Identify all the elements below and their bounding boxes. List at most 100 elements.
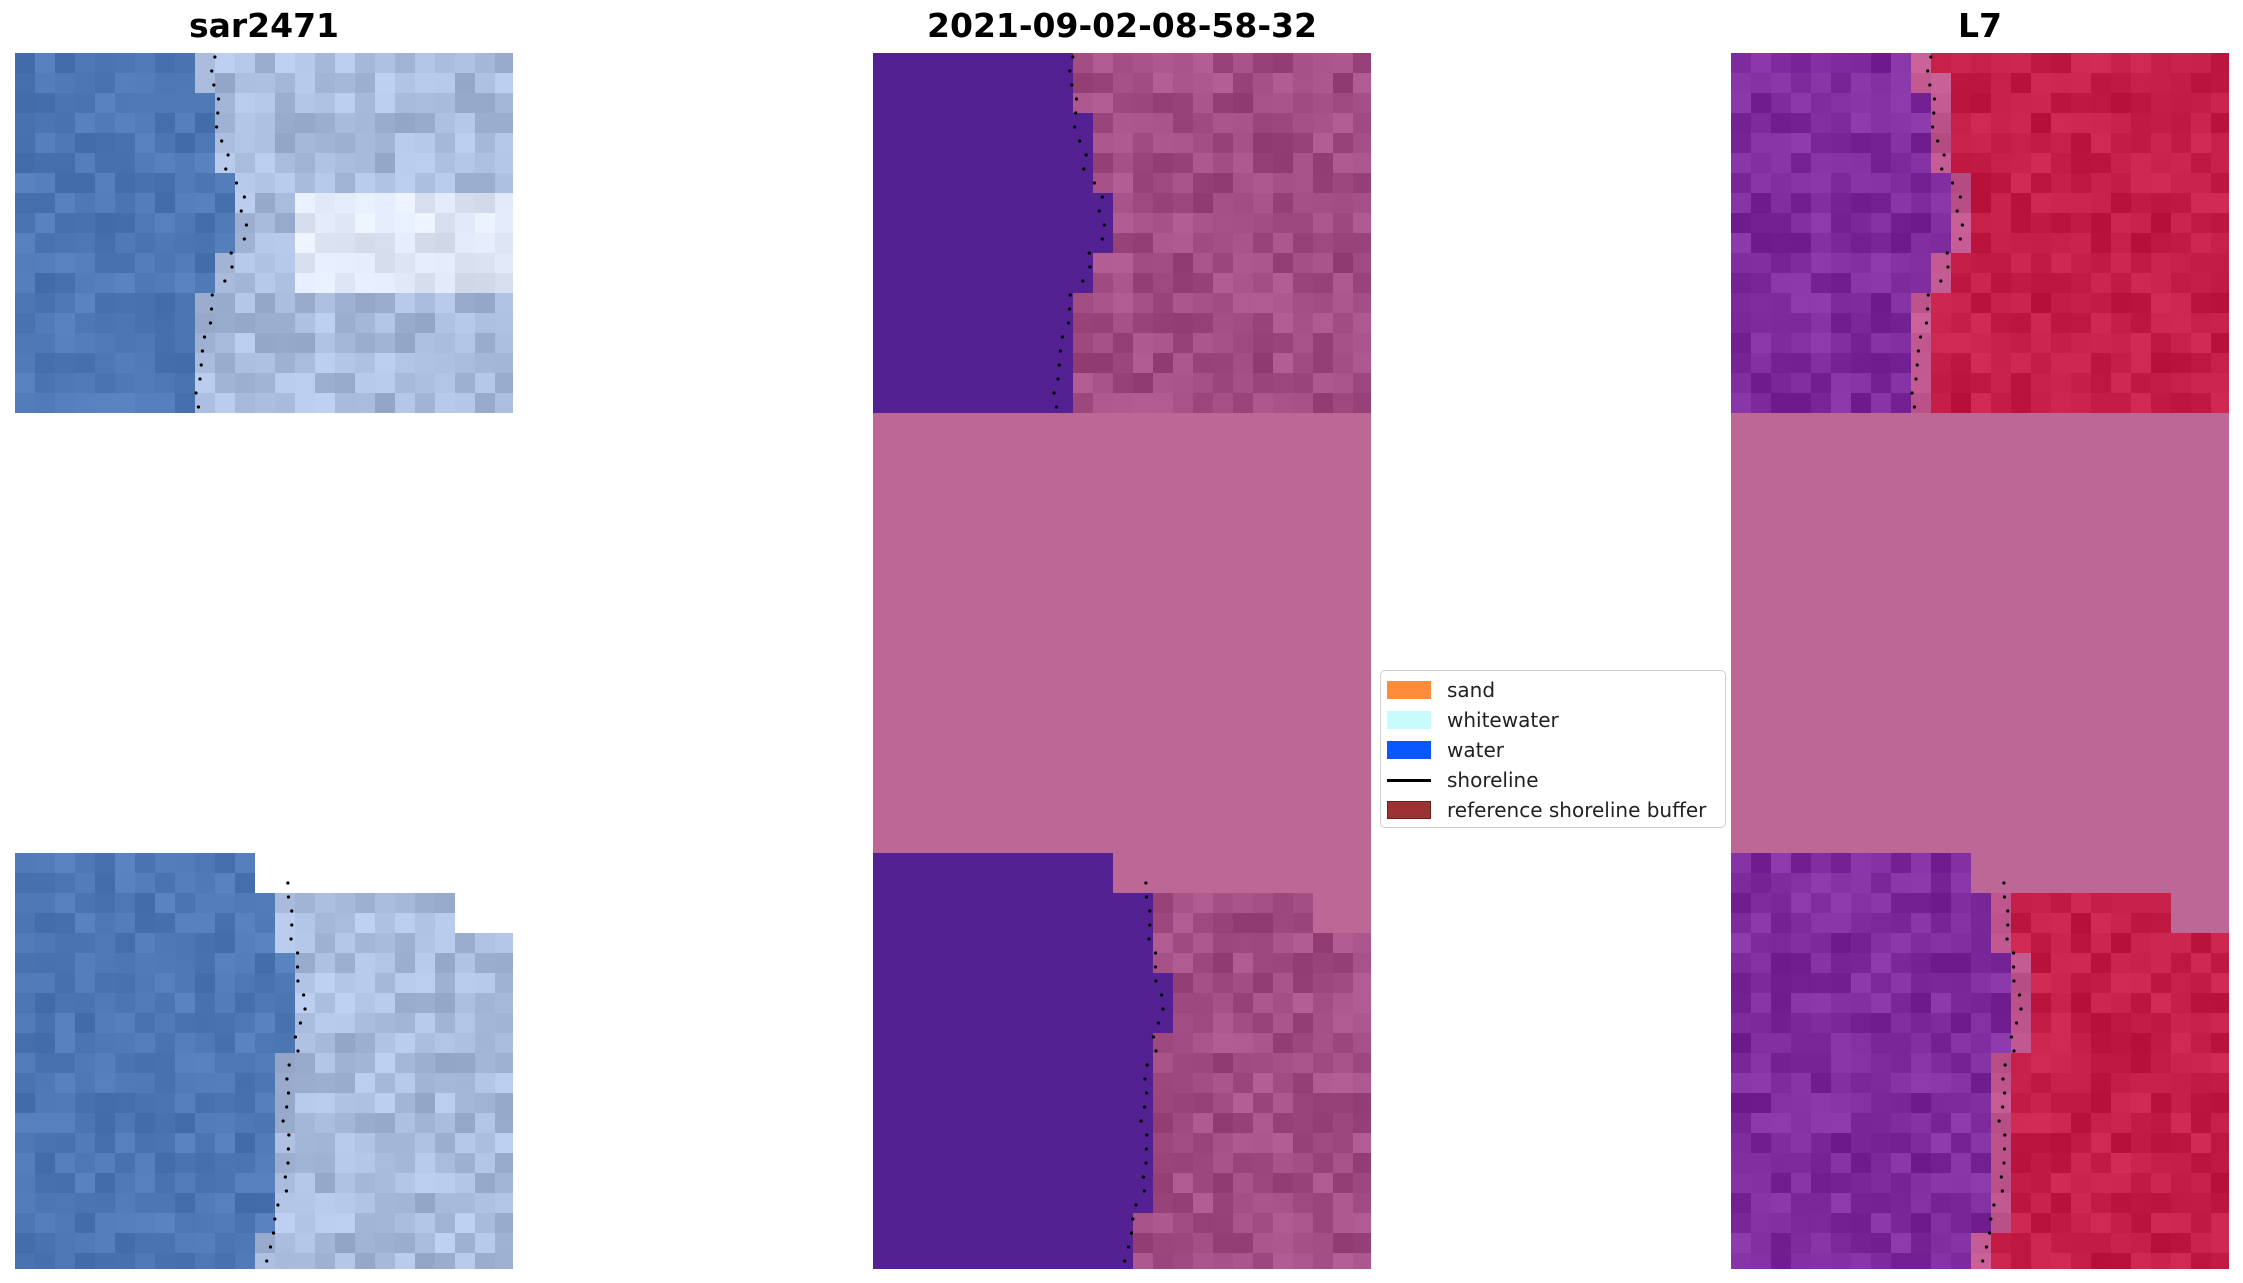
classified-pixel bbox=[933, 193, 953, 213]
classified-pixel bbox=[993, 353, 1013, 373]
index-pixel bbox=[1971, 973, 1991, 993]
image-pixel bbox=[195, 133, 215, 153]
shoreline-dot bbox=[2012, 1049, 2016, 1053]
index-pixel bbox=[1951, 353, 1971, 373]
shoreline-dot bbox=[1144, 1091, 1149, 1095]
image-pixel bbox=[235, 973, 255, 993]
index-pixel bbox=[2151, 53, 2171, 73]
index-pixel bbox=[2071, 353, 2091, 373]
classified-pixel bbox=[1353, 1153, 1371, 1173]
classified-pixel bbox=[973, 893, 993, 913]
index-pixel bbox=[2191, 973, 2211, 993]
classified-pixel bbox=[1173, 1253, 1193, 1269]
index-pixel bbox=[2091, 1213, 2111, 1233]
index-pixel bbox=[2051, 393, 2071, 413]
shoreline-dot bbox=[1154, 1049, 1158, 1053]
image-pixel bbox=[335, 113, 355, 133]
classified-pixel bbox=[1233, 1073, 1253, 1093]
image-pixel bbox=[415, 373, 435, 393]
classified-pixel bbox=[1193, 953, 1213, 973]
classified-pixel bbox=[1073, 1013, 1093, 1033]
image-pixel bbox=[395, 193, 415, 213]
index-pixel bbox=[1771, 1033, 1791, 1053]
index-pixel bbox=[2091, 1193, 2111, 1213]
classified-pixel bbox=[973, 973, 993, 993]
classified-pixel bbox=[1233, 913, 1253, 933]
image-pixel bbox=[335, 1053, 355, 1073]
index-pixel bbox=[1831, 113, 1851, 133]
image-pixel bbox=[155, 393, 175, 413]
shoreline-dot bbox=[1073, 125, 1077, 129]
classified-pixel bbox=[1033, 213, 1053, 233]
image-pixel bbox=[215, 113, 235, 133]
index-pixel bbox=[1871, 353, 1891, 373]
index-pixel bbox=[1731, 253, 1751, 273]
index-pixel bbox=[1891, 1153, 1911, 1173]
shoreline-dot bbox=[1078, 139, 1082, 143]
index-pixel bbox=[2031, 173, 2051, 193]
index-pixel bbox=[2131, 373, 2151, 393]
classified-pixel bbox=[1193, 913, 1213, 933]
classified-pixel bbox=[1333, 1193, 1353, 1213]
classified-pixel bbox=[1193, 1073, 1213, 1093]
index-pixel bbox=[2151, 993, 2171, 1013]
index-pixel bbox=[1731, 1053, 1751, 1073]
classified-pixel bbox=[1053, 173, 1073, 193]
index-pixel bbox=[2191, 933, 2211, 953]
classified-pixel bbox=[1293, 1253, 1313, 1269]
index-pixel bbox=[1851, 1033, 1871, 1053]
index-pixel bbox=[1851, 53, 1871, 73]
shoreline-dot bbox=[2005, 937, 2009, 941]
classified-pixel bbox=[1253, 953, 1273, 973]
shoreline-dot bbox=[1071, 55, 1075, 59]
index-pixel bbox=[1891, 313, 1911, 333]
index-pixel bbox=[2171, 1213, 2191, 1233]
index-pixel bbox=[2051, 73, 2071, 93]
index-pixel bbox=[1731, 1173, 1751, 1193]
image-pixel bbox=[375, 1033, 395, 1053]
image-pixel bbox=[395, 973, 415, 993]
index-pixel bbox=[2011, 953, 2031, 973]
index-pixel bbox=[2191, 133, 2211, 153]
classified-pixel bbox=[893, 293, 913, 313]
index-pixel bbox=[1951, 1053, 1971, 1073]
image-pixel bbox=[135, 1133, 155, 1153]
classified-pixel bbox=[873, 873, 893, 893]
index-pixel bbox=[2131, 173, 2151, 193]
classified-pixel bbox=[1193, 133, 1213, 153]
image-pixel bbox=[35, 233, 55, 253]
classified-pixel bbox=[973, 173, 993, 193]
index-pixel bbox=[1971, 293, 1991, 313]
index-pixel bbox=[2111, 953, 2131, 973]
classified-pixel bbox=[953, 293, 973, 313]
classified-pixel bbox=[1013, 873, 1033, 893]
image-pixel bbox=[15, 73, 35, 93]
image-pixel bbox=[155, 1053, 175, 1073]
image-pixel bbox=[155, 73, 175, 93]
index-pixel bbox=[1751, 1073, 1771, 1093]
index-pixel bbox=[1831, 1213, 1851, 1233]
classified-pixel bbox=[1293, 133, 1313, 153]
classified-pixel bbox=[1193, 333, 1213, 353]
index-pixel bbox=[1891, 1013, 1911, 1033]
classified-pixel bbox=[1353, 213, 1371, 233]
image-pixel bbox=[135, 1193, 155, 1213]
image-pixel bbox=[495, 1093, 513, 1113]
image-pixel bbox=[495, 1173, 513, 1193]
classified-pixel bbox=[933, 1173, 953, 1193]
classified-pixel bbox=[873, 1033, 893, 1053]
index-pixel bbox=[2071, 973, 2091, 993]
index-pixel bbox=[2211, 1033, 2229, 1053]
index-pixel bbox=[1971, 313, 1991, 333]
image-pixel bbox=[155, 893, 175, 913]
index-pixel bbox=[2151, 913, 2171, 933]
index-pixel bbox=[1971, 1193, 1991, 1213]
image-pixel bbox=[275, 1033, 295, 1053]
image-pixel bbox=[395, 53, 415, 73]
index-pixel bbox=[1831, 1233, 1851, 1253]
shoreline-dot bbox=[1129, 1231, 1134, 1235]
classified-pixel bbox=[1113, 1013, 1133, 1033]
image-pixel bbox=[375, 253, 395, 273]
classified-pixel bbox=[1073, 933, 1093, 953]
index-pixel bbox=[1791, 993, 1811, 1013]
